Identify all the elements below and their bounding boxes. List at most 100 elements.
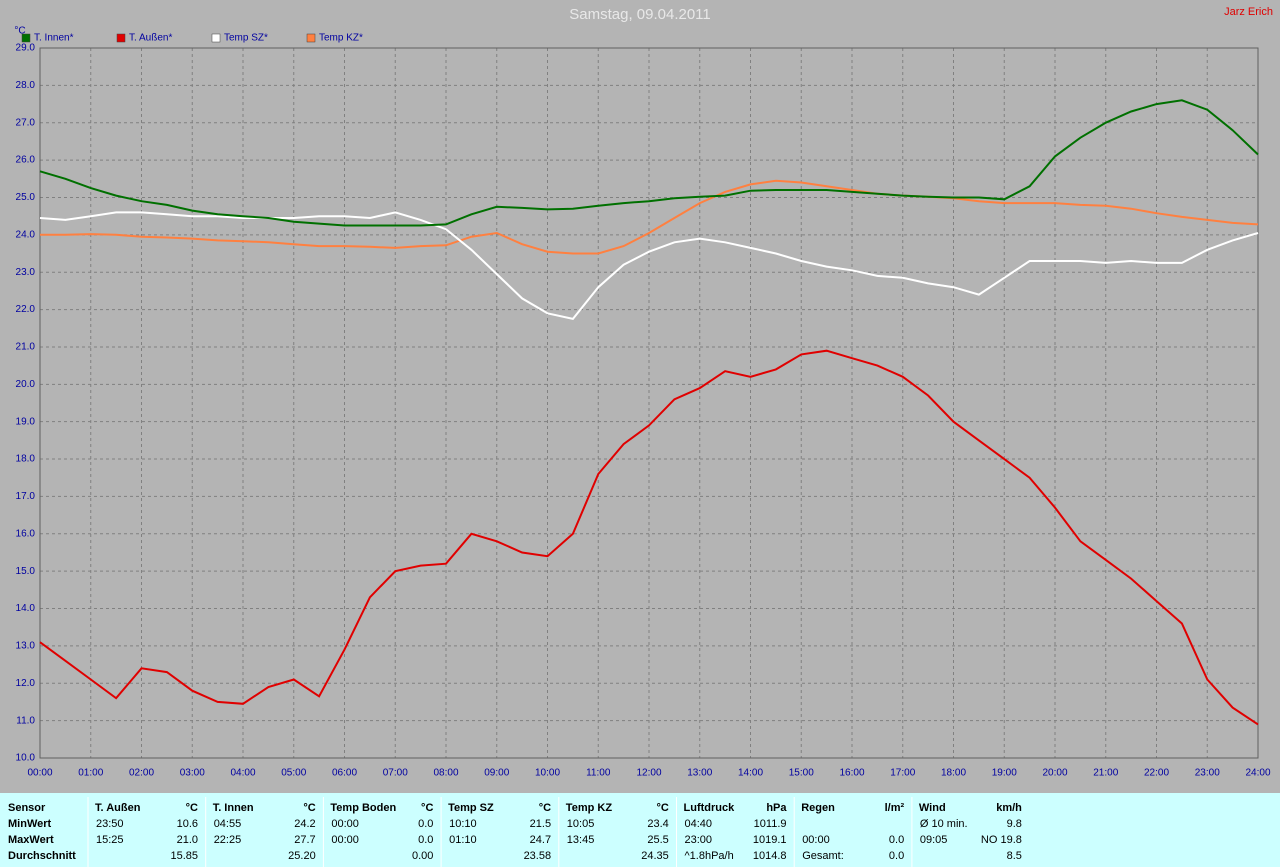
stat-time: 23:50 <box>96 818 124 830</box>
x-tick-label: 23:00 <box>1195 768 1220 779</box>
group-name: Temp SZ <box>448 802 494 814</box>
stat-value: 9.8 <box>1007 818 1022 830</box>
y-tick-label: 15.0 <box>16 566 36 577</box>
y-tick-label: 14.0 <box>16 603 36 614</box>
stat-time: 10:10 <box>449 818 477 830</box>
group-unit: °C <box>421 802 433 814</box>
stat-value: 1014.8 <box>753 850 787 862</box>
x-tick-label: 17:00 <box>890 768 915 779</box>
y-tick-label: 27.0 <box>16 117 36 128</box>
stat-value: 27.7 <box>294 834 315 846</box>
stat-time: Gesamt: <box>802 850 844 862</box>
row-label: Durchschnitt <box>8 850 76 862</box>
legend-swatch <box>21 33 31 43</box>
stat-time: 01:10 <box>449 834 477 846</box>
stat-value: 25.20 <box>288 850 316 862</box>
stat-value: 0.0 <box>889 834 904 846</box>
x-tick-label: 05:00 <box>281 768 306 779</box>
stat-value: 0.0 <box>889 850 904 862</box>
stat-time: 00:00 <box>802 834 830 846</box>
legend-swatch <box>116 33 126 43</box>
legend-swatch <box>211 33 221 43</box>
row-label: MaxWert <box>8 834 54 846</box>
x-tick-label: 21:00 <box>1093 768 1118 779</box>
legend-label: T. Außen* <box>129 33 172 44</box>
x-tick-label: 11:00 <box>586 768 611 779</box>
legend-swatch <box>306 33 316 43</box>
y-tick-label: 13.0 <box>16 641 36 652</box>
x-tick-label: 00:00 <box>27 768 52 779</box>
stat-time: 23:00 <box>685 834 713 846</box>
stat-value: 23.4 <box>647 818 668 830</box>
stat-value: 10.6 <box>177 818 198 830</box>
group-unit: °C <box>186 802 198 814</box>
stat-value: 0.00 <box>412 850 433 862</box>
x-tick-label: 20:00 <box>1042 768 1067 779</box>
stat-time: 22:25 <box>214 834 242 846</box>
y-tick-label: 24.0 <box>16 229 36 240</box>
stat-value: 1019.1 <box>753 834 787 846</box>
stat-value: 21.5 <box>530 818 551 830</box>
stat-time: 04:55 <box>214 818 242 830</box>
stat-time: 00:00 <box>331 818 359 830</box>
x-tick-label: 04:00 <box>230 768 255 779</box>
group-name: Wind <box>919 802 946 814</box>
group-name: Luftdruck <box>684 802 736 814</box>
x-tick-label: 12:00 <box>636 768 661 779</box>
stat-value: NO 19.8 <box>981 834 1022 846</box>
y-tick-label: 25.0 <box>16 192 36 203</box>
group-unit: l/m² <box>885 802 905 814</box>
stat-time: 10:05 <box>567 818 595 830</box>
legend-label: Temp SZ* <box>224 33 268 44</box>
group-unit: hPa <box>766 802 787 814</box>
group-unit: °C <box>656 802 668 814</box>
stat-value: 0.0 <box>418 818 433 830</box>
x-tick-label: 24:00 <box>1245 768 1270 779</box>
legend-label: T. Innen* <box>34 33 74 44</box>
x-tick-label: 06:00 <box>332 768 357 779</box>
x-tick-label: 03:00 <box>180 768 205 779</box>
series-line <box>39 211 1259 321</box>
group-name: Regen <box>801 802 835 814</box>
x-tick-label: 01:00 <box>78 768 103 779</box>
stat-time: 09:05 <box>920 834 948 846</box>
y-tick-label: 16.0 <box>16 528 36 539</box>
x-tick-label: 18:00 <box>941 768 966 779</box>
group-name: T. Innen <box>213 802 254 814</box>
y-tick-label: 11.0 <box>16 715 35 726</box>
stat-value: 15.85 <box>170 850 198 862</box>
y-tick-label: 17.0 <box>16 491 36 502</box>
y-tick-label: 23.0 <box>16 267 36 278</box>
group-unit: °C <box>539 802 551 814</box>
stat-value: 24.2 <box>294 818 315 830</box>
x-tick-label: 13:00 <box>687 768 712 779</box>
series-line <box>39 349 1259 726</box>
y-tick-label: 12.0 <box>16 678 36 689</box>
x-tick-label: 10:00 <box>535 768 560 779</box>
group-unit: °C <box>303 802 315 814</box>
y-tick-label: 26.0 <box>16 155 36 166</box>
stats-background <box>0 793 1280 867</box>
y-tick-label: 19.0 <box>16 416 36 427</box>
x-tick-label: 14:00 <box>738 768 763 779</box>
x-tick-label: 08:00 <box>433 768 458 779</box>
stat-time: ^1.8hPa/h <box>685 850 734 862</box>
y-tick-label: 10.0 <box>16 753 36 764</box>
group-unit: km/h <box>996 802 1022 814</box>
stat-value: 23.58 <box>524 850 552 862</box>
stat-value: 24.7 <box>530 834 551 846</box>
group-name: Temp Boden <box>330 802 396 814</box>
stat-value: 8.5 <box>1007 850 1022 862</box>
y-tick-label: 18.0 <box>16 454 36 465</box>
y-unit: °C <box>14 26 25 37</box>
stat-value: 1011.9 <box>754 818 787 830</box>
chart-title: Samstag, 09.04.2011 <box>569 6 711 23</box>
plot-border <box>39 47 1259 759</box>
row-label: Sensor <box>8 802 46 814</box>
row-label: MinWert <box>8 818 52 830</box>
stat-time: Ø 10 min. <box>920 818 968 830</box>
x-tick-label: 09:00 <box>484 768 509 779</box>
stat-value: 25.5 <box>647 834 668 846</box>
